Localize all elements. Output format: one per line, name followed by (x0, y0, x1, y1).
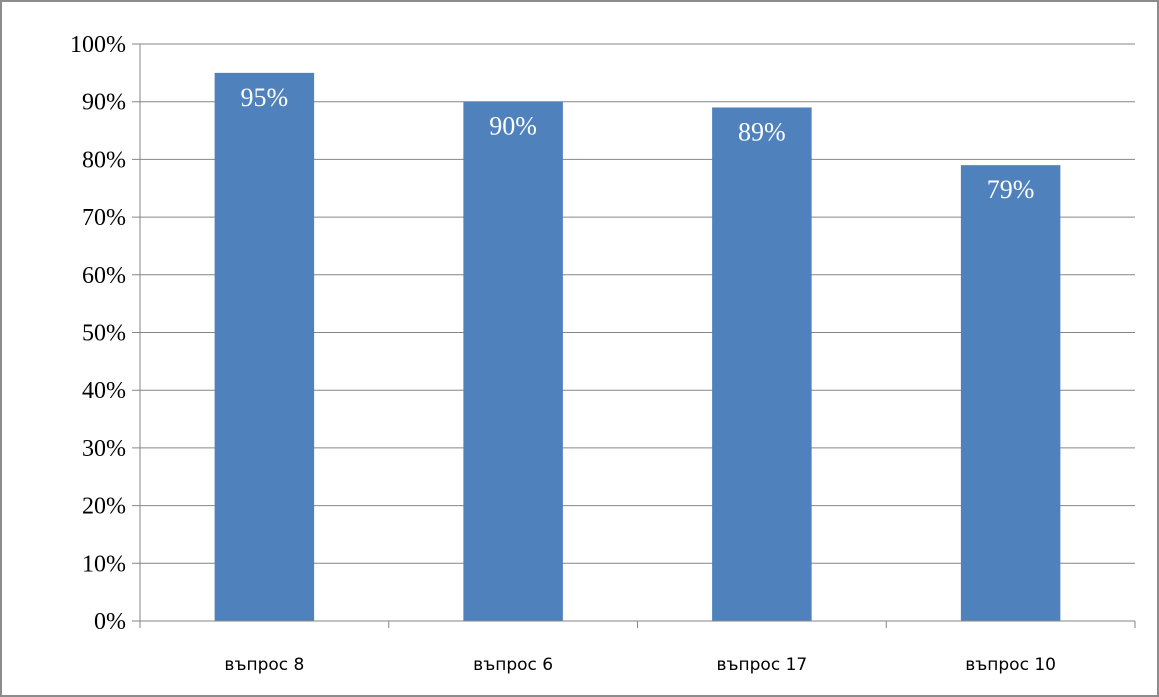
bar (712, 107, 812, 622)
data-label: 95% (241, 83, 289, 112)
y-tick-label: 0% (94, 609, 126, 635)
data-label: 79% (987, 175, 1035, 204)
y-tick-label: 30% (82, 436, 126, 462)
bars (214, 72, 1061, 622)
data-labels: 95% 90% 89% 79% (241, 83, 1035, 204)
y-tick-label: 60% (82, 263, 126, 289)
y-axis-tick-labels: 0% 10% 20% 30% 40% 50% 60% 70% 80% 90% 100% (70, 32, 126, 635)
y-tick-label: 20% (82, 494, 126, 520)
x-axis (139, 44, 1136, 628)
y-tick-label: 50% (82, 321, 126, 347)
x-axis-category-labels: въпрос 8 въпрос 6 въпрос 17 въпрос 10 (224, 655, 1056, 675)
bar (463, 101, 563, 621)
data-label: 90% (489, 112, 537, 141)
y-tick-label: 90% (82, 90, 126, 116)
x-category-label: въпрос 17 (717, 655, 808, 675)
y-tick-label: 10% (82, 551, 126, 577)
bar (214, 72, 315, 622)
bar (960, 165, 1061, 622)
x-category-label: въпрос 6 (473, 655, 553, 675)
y-tick-label: 70% (82, 205, 126, 231)
data-label: 89% (738, 117, 786, 146)
x-category-label: въпрос 10 (965, 655, 1056, 675)
x-category-label: въпрос 8 (224, 655, 304, 675)
y-tick-label: 40% (82, 378, 126, 404)
y-tick-label: 80% (82, 147, 126, 173)
y-tick-label: 100% (70, 32, 126, 58)
